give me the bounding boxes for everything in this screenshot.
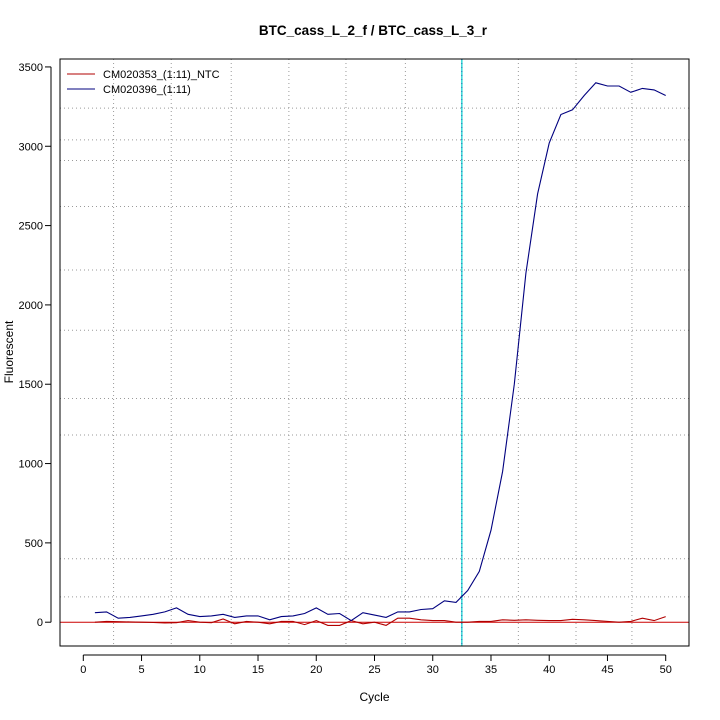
y-tick-label: 3500 [19,62,43,74]
x-tick-label: 0 [80,664,86,676]
legend-label-1: CM020396_(1:11) [103,84,191,96]
x-tick-label: 5 [138,664,144,676]
y-tick-label: 500 [25,538,43,550]
x-tick-label: 10 [194,664,206,676]
x-axis: 0 5 10 15 20 25 30 35 40 45 50 [80,654,672,676]
x-tick-label: 35 [485,664,497,676]
x-tick-label: 30 [427,664,439,676]
x-tick-label: 15 [252,664,264,676]
series-line-1 [94,82,666,622]
grid [60,59,689,646]
chart-title: BTC_cass_L_2_f / BTC_cass_L_3_r [259,23,488,38]
series-line-0 [94,616,666,626]
y-tick-label: 1000 [19,459,43,471]
series-layer [94,82,666,626]
y-tick-label: 1500 [19,379,43,391]
plot-frame [59,58,690,647]
x-tick-label: 50 [660,664,672,676]
x-tick-label: 25 [368,664,380,676]
legend-label-0: CM020353_(1:11)_NTC [103,69,220,81]
y-tick-label: 3000 [19,141,43,153]
x-tick-label: 40 [543,664,555,676]
y-axis: 0 500 1000 1500 2000 2500 3000 3500 [19,62,52,629]
x-tick-label: 45 [601,664,613,676]
x-tick-label: 20 [310,664,322,676]
y-tick-label: 0 [37,617,43,629]
legend: CM020353_(1:11)_NTC CM020396_(1:11) [67,69,220,96]
y-tick-label: 2500 [19,221,43,233]
y-axis-title: Fluorescent [2,320,16,383]
x-axis-title: Cycle [359,690,389,704]
y-tick-label: 2000 [19,300,43,312]
